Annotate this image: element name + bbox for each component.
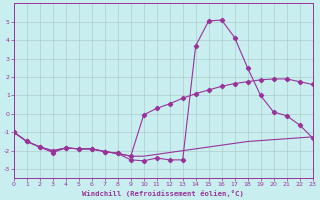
X-axis label: Windchill (Refroidissement éolien,°C): Windchill (Refroidissement éolien,°C) <box>82 190 244 197</box>
